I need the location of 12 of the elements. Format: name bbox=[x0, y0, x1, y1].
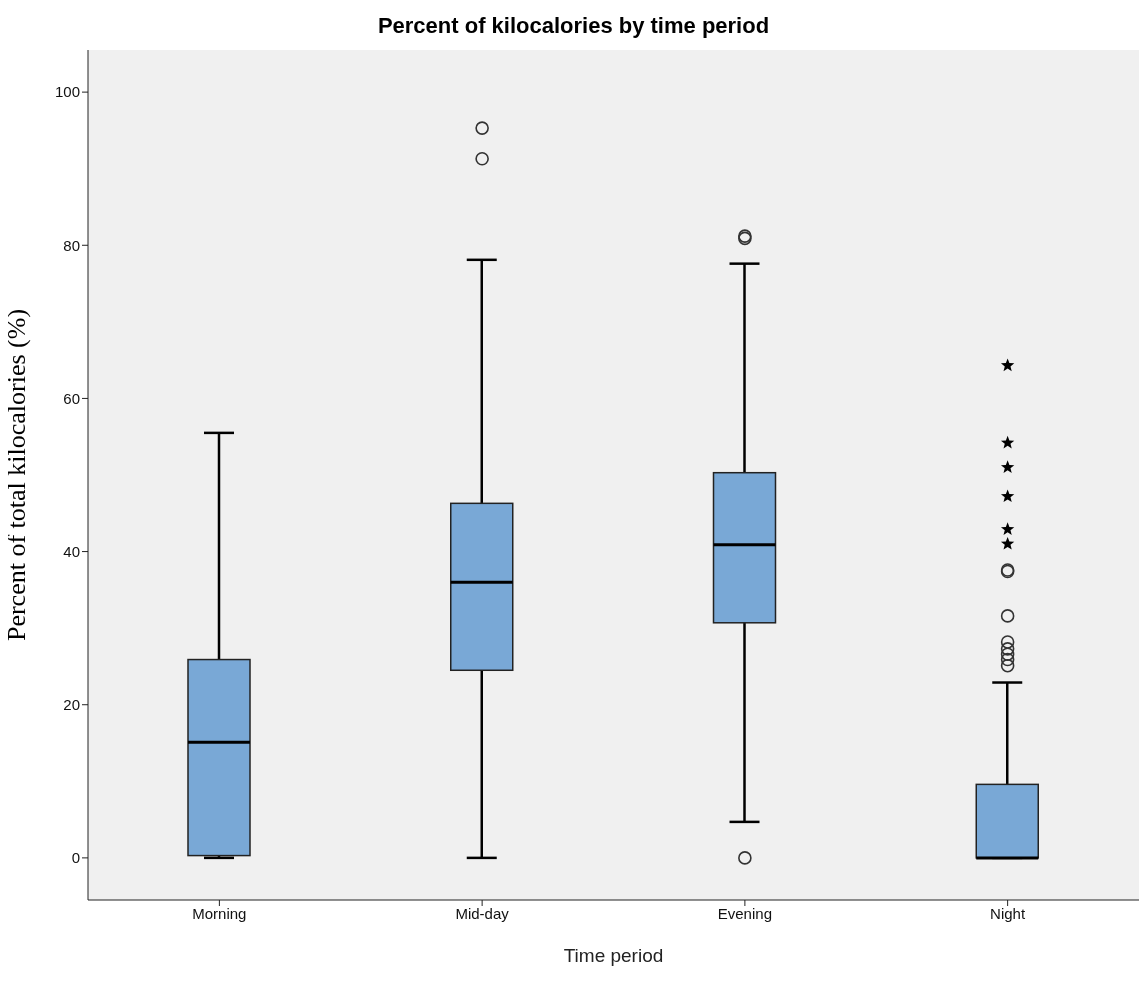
y-tick-label: 0 bbox=[71, 849, 80, 867]
x-tick-label: Morning bbox=[192, 904, 247, 922]
y-tick-label: 60 bbox=[63, 389, 80, 407]
x-axis-title: Time period bbox=[563, 945, 664, 966]
y-tick-label: 100 bbox=[54, 83, 80, 101]
y-tick-label: 20 bbox=[63, 696, 80, 714]
y-tick-label: 80 bbox=[63, 236, 80, 254]
y-tick-label: 40 bbox=[63, 542, 80, 560]
x-tick-label: Night bbox=[990, 904, 1026, 922]
x-tick-label: Mid-day bbox=[455, 904, 510, 922]
x-tick-label: Evening bbox=[717, 904, 772, 922]
chart-title: Percent of kilocalories by time period bbox=[376, 12, 771, 40]
